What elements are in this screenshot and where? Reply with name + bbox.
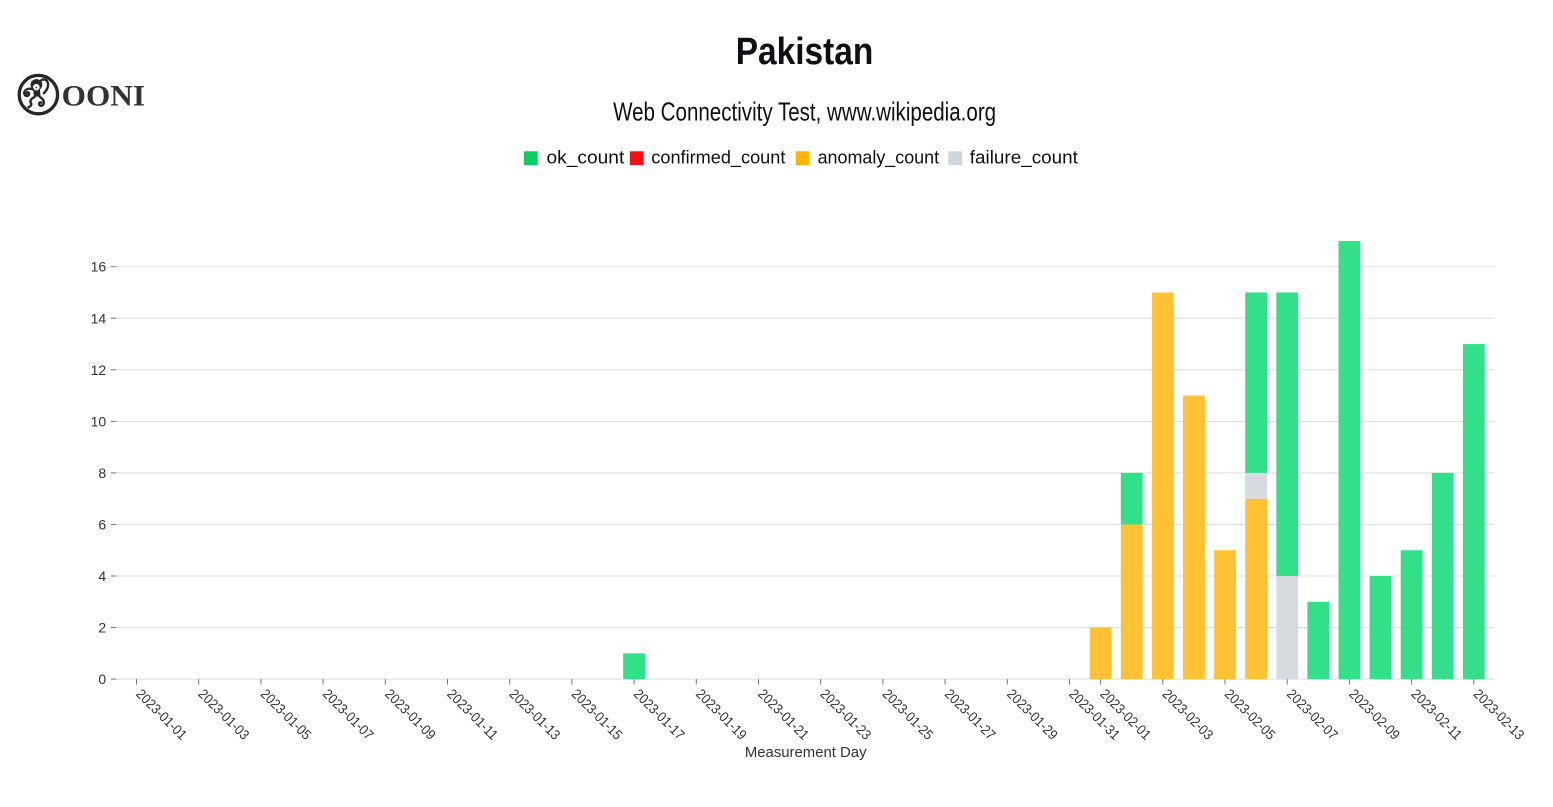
svg-text:anomaly_count: anomaly_count xyxy=(818,147,940,168)
svg-text:4: 4 xyxy=(98,568,106,584)
svg-text:8: 8 xyxy=(98,465,106,481)
svg-text:Measurement Day: Measurement Day xyxy=(745,744,867,761)
svg-text:confirmed_count: confirmed_count xyxy=(651,147,785,168)
svg-text:14: 14 xyxy=(91,310,107,326)
svg-text:ok_count: ok_count xyxy=(547,147,625,168)
svg-text:Web Connectivity Test, www.wik: Web Connectivity Test, www.wikipedia.org xyxy=(613,97,996,127)
svg-text:Pakistan: Pakistan xyxy=(736,31,874,73)
svg-text:0: 0 xyxy=(98,671,106,687)
svg-text:10: 10 xyxy=(91,413,107,429)
svg-text:16: 16 xyxy=(91,259,107,275)
svg-text:OONI: OONI xyxy=(62,80,145,112)
svg-text:12: 12 xyxy=(91,362,107,378)
svg-text:2: 2 xyxy=(98,620,106,636)
svg-text:failure_count: failure_count xyxy=(970,147,1078,168)
svg-text:6: 6 xyxy=(98,516,106,532)
